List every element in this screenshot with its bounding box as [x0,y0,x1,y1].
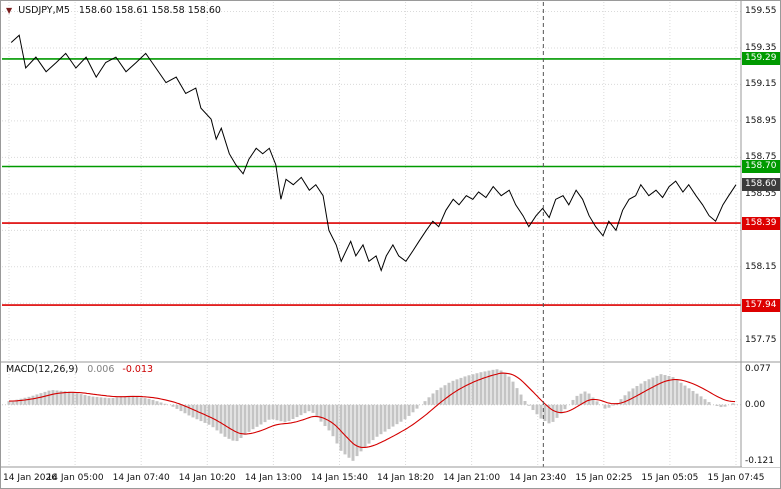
price-axis[interactable]: 159.55 159.35 159.15 158.95 158.75 158.55 158.… [742,1,780,468]
macd-main-value: 0.006 [87,364,115,375]
time-axis-label: 14 Jan 10:20 [178,473,236,483]
price-level-badge: 158.39 [742,216,780,230]
time-axis[interactable]: 14 Jan 2026 14 Jan 05:00 14 Jan 07:40 14 Ja… [1,470,780,488]
time-axis-label: 14 Jan 18:20 [377,473,435,483]
time-axis-label: 15 Jan 07:45 [707,473,765,483]
ohlc-values: 158.60 158.61 158.58 158.60 [78,5,221,16]
time-axis-label: 14 Jan 21:00 [443,473,501,483]
macd-axis-tick: -0.121 [742,455,780,467]
price-axis-tick: 157.75 [742,333,780,346]
time-axis-label: 14 Jan 07:40 [112,473,170,483]
macd-axis-tick: 0.00 [742,398,780,411]
time-axis-label: 15 Jan 05:05 [641,473,699,483]
price-axis-tick: 158.15 [742,260,780,273]
time-axis-label: 14 Jan 05:00 [46,473,104,483]
price-axis-tick: 159.15 [742,78,780,91]
chart-ohlc-header: ▼ USDJPY,M5 158.60 158.61 158.58 158.60 [6,5,221,16]
macd-signal-value: -0.013 [122,364,154,375]
price-level-badge: 159.29 [742,52,780,66]
chevron-down-icon[interactable]: ▼ [6,6,13,15]
price-axis-tick: 159.55 [742,5,780,18]
current-price-badge: 158.60 [742,178,780,192]
price-level-badge: 158.70 [742,159,780,173]
price-level-badge: 157.94 [742,298,780,312]
time-axis-label: 14 Jan 15:40 [310,473,368,483]
time-axis-label: 14 Jan 23:40 [509,473,567,483]
time-axis-label: 14 Jan 2026 [3,473,57,483]
time-axis-label: 14 Jan 13:00 [244,473,302,483]
symbol-timeframe-label: USDJPY,M5 [18,5,70,16]
price-axis-tick: 158.95 [742,114,780,127]
macd-name: MACD(12,26,9) [6,364,79,375]
macd-axis-tick: 0.077 [742,363,780,375]
price-axis-tick: 159.35 [742,41,780,54]
macd-indicator-label: MACD(12,26,9) 0.006 -0.013 [6,364,153,375]
time-axis-label: 15 Jan 02:25 [575,473,633,483]
